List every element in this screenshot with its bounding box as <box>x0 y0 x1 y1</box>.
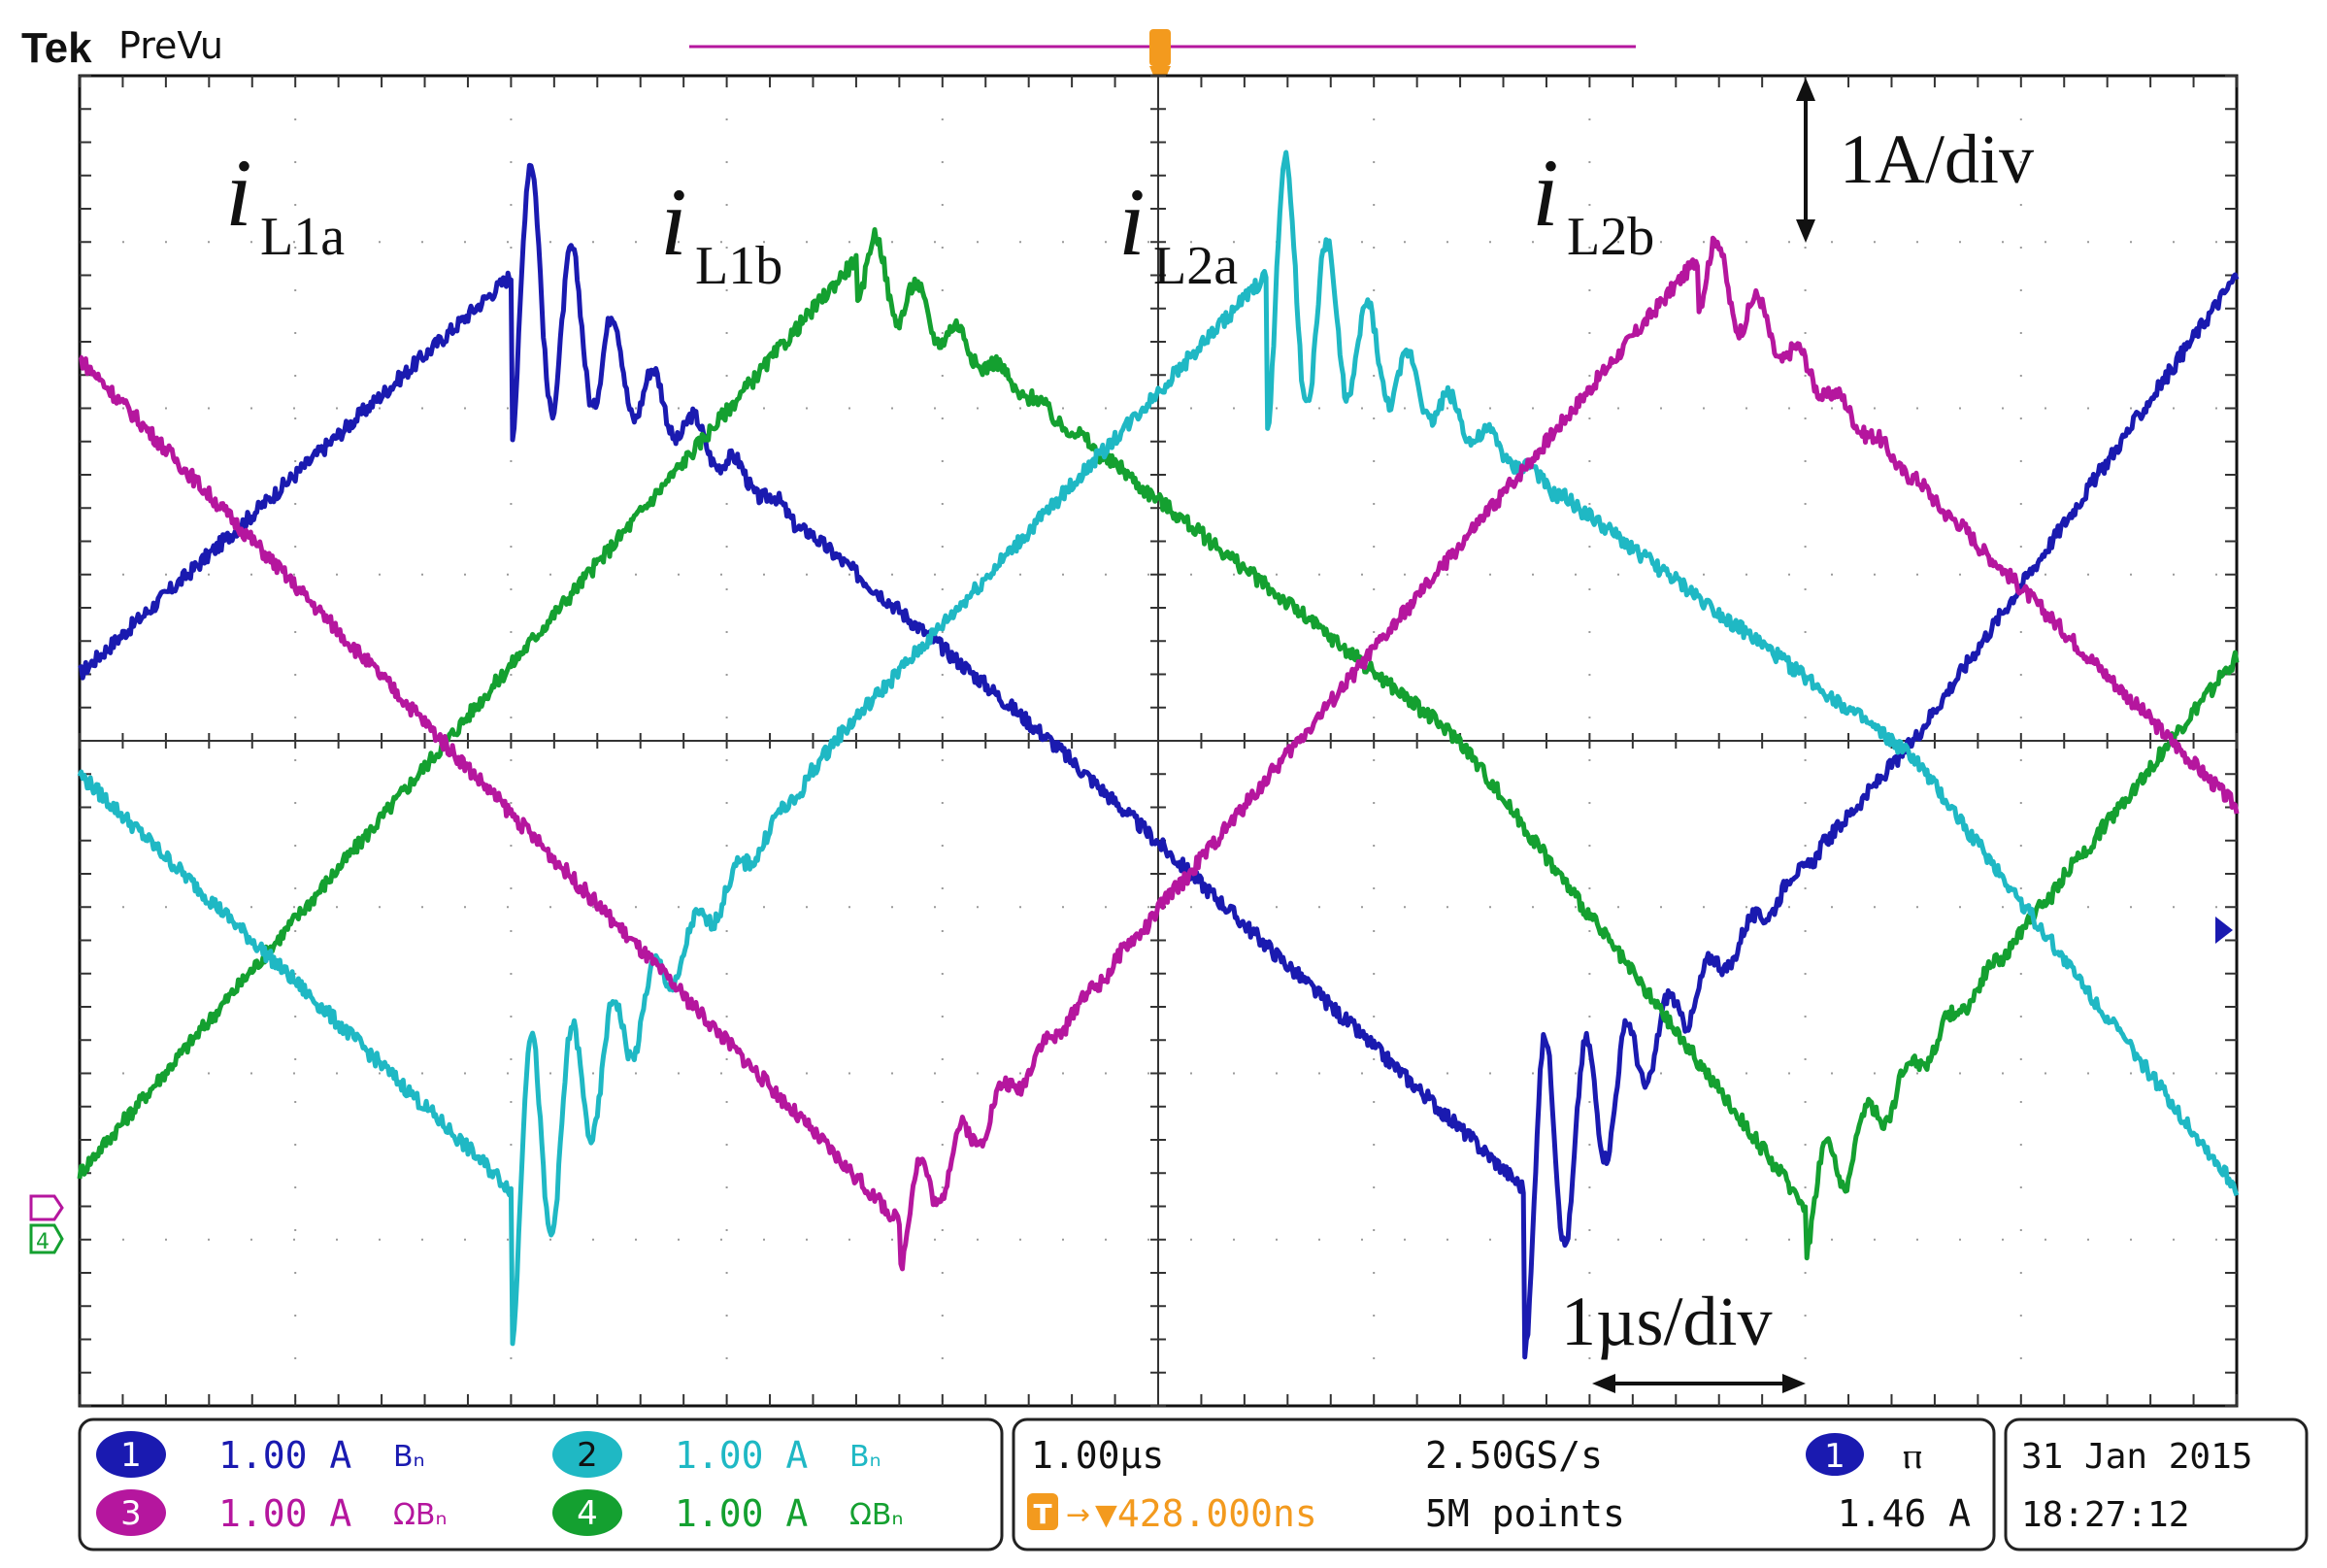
ch3-coupling: ΩBₙ <box>393 1498 447 1532</box>
sample-rate: 2.50GS/s <box>1425 1434 1603 1477</box>
ch4-badge[interactable] <box>552 1489 622 1536</box>
brand-logo: Tek <box>21 24 92 72</box>
ch2-coupling: Bₙ <box>849 1440 881 1474</box>
ch1-number: 1 <box>120 1436 142 1475</box>
label-subscript-iL1b: L1b <box>695 236 782 296</box>
ch3-ground-marker <box>29 1194 64 1221</box>
ch4-scale: 1.00 A <box>675 1492 808 1535</box>
label-iL2a: i <box>1118 168 1146 276</box>
trace-iL2a <box>77 150 2240 1347</box>
ch3-scale: 1.00 A <box>218 1492 351 1535</box>
trigger-level: 1.46 A <box>1838 1492 1971 1535</box>
ch2-scale: 1.00 A <box>675 1434 808 1477</box>
label-iL1a: i <box>225 139 252 247</box>
svg-text:4: 4 <box>36 1230 50 1254</box>
channel-rows: 1 1.00 A Bₙ 2 1.00 A Bₙ 3 1.00 A ΩBₙ 4 1.00 A ΩBₙ <box>96 1431 903 1536</box>
svg-text:T: T <box>1033 1498 1051 1530</box>
label-subscript-iL2b: L2b <box>1567 207 1654 267</box>
trace-iL2b <box>78 235 2240 1272</box>
vertical-scale-label: 1A/div <box>1840 120 2034 198</box>
trigger-offset-icon: T → <box>1027 1493 1090 1532</box>
channel-settings-panel[interactable] <box>78 1418 1004 1551</box>
ch1-coupling: Bₙ <box>393 1440 425 1474</box>
svg-text:1: 1 <box>1824 1437 1845 1476</box>
ch1-scale: 1.00 A <box>218 1434 351 1477</box>
ch4-ground-marker: 4 <box>29 1223 64 1254</box>
ch3-badge[interactable] <box>96 1489 166 1536</box>
trigger-source-badge: 1 <box>1806 1433 1864 1476</box>
time-per-div: 1.00µs <box>1031 1434 1164 1477</box>
ch2-badge[interactable] <box>552 1431 622 1478</box>
trace-iL1b <box>77 227 2240 1261</box>
datetime-panel: 31 Jan 2015 18:27:12 <box>2004 1418 2309 1551</box>
mode-label: PreVu <box>118 24 223 67</box>
record-length: 5M points <box>1425 1492 1625 1535</box>
label-iL2b: i <box>1532 139 1559 247</box>
ch1-ground-marker <box>2215 917 2233 944</box>
timebase-panel[interactable]: 1.00µs 2.50GS/s T → ▼428.000ns 5M points… <box>1012 1418 1996 1551</box>
time: 18:27:12 <box>2021 1495 2189 1535</box>
vertical-scale-annotation: 1A/div <box>1796 78 2034 243</box>
ch4-number: 4 <box>577 1494 598 1533</box>
trigger-slope-icon: ⲡ <box>1903 1434 1922 1477</box>
horizontal-scale-label: 1µs/div <box>1561 1283 1773 1360</box>
label-subscript-iL2a: L2a <box>1153 236 1238 296</box>
trace-iL1a <box>78 162 2240 1360</box>
svg-text:→: → <box>1066 1498 1090 1532</box>
traces <box>77 150 2240 1360</box>
ch3-number: 3 <box>120 1494 142 1533</box>
ch1-badge[interactable] <box>96 1431 166 1478</box>
ch2-number: 2 <box>577 1436 598 1475</box>
horizontal-scale-annotation: 1µs/div <box>1561 1283 1806 1393</box>
label-iL1b: i <box>660 168 687 276</box>
label-subscript-iL1a: L1a <box>260 207 345 267</box>
date: 31 Jan 2015 <box>2021 1437 2252 1477</box>
trigger-offset: ▼428.000ns <box>1095 1492 1317 1535</box>
ch4-coupling: ΩBₙ <box>849 1498 903 1532</box>
